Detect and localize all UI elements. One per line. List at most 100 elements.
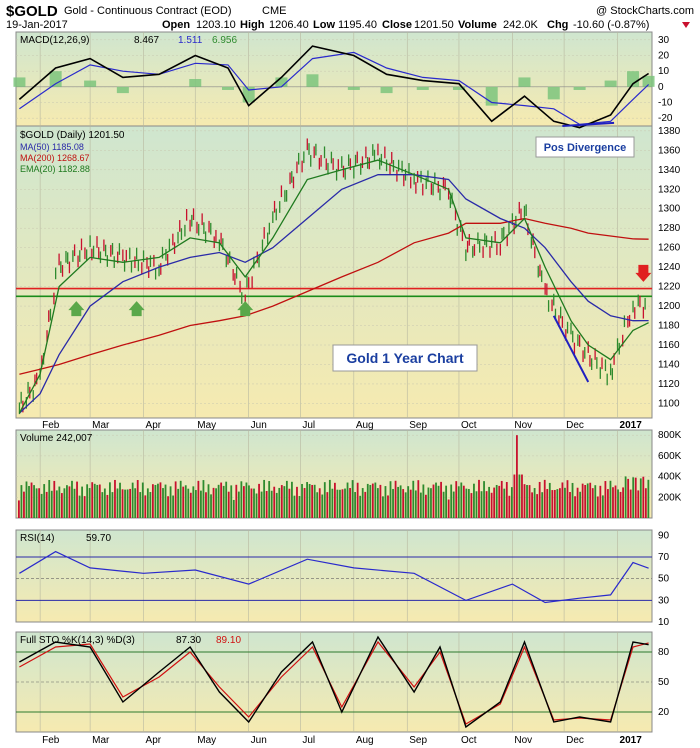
volume-bar — [111, 492, 114, 518]
volume-bar — [45, 491, 48, 518]
volume-bar — [316, 492, 319, 518]
volume-bar — [510, 487, 513, 518]
volume-bar — [200, 490, 202, 518]
symbol-title: $GOLD — [6, 3, 58, 20]
volume-bar — [589, 482, 592, 518]
volume-bar — [500, 480, 503, 518]
y-tick-label: 1340 — [658, 165, 681, 176]
volume-bar — [447, 499, 450, 518]
up-arrow-icon — [68, 301, 85, 317]
volume-bar — [634, 477, 637, 518]
x-tick-label: Mar — [92, 420, 110, 431]
volume-bar — [543, 479, 546, 518]
volume-bar — [427, 487, 430, 518]
volume-bar — [326, 492, 329, 518]
ema20-line — [18, 159, 649, 414]
volume-bar — [250, 488, 253, 518]
volume-bar — [521, 474, 523, 518]
y-tick-label: 200K — [658, 492, 682, 503]
volume-bar — [106, 494, 109, 518]
volume-bar — [192, 486, 195, 518]
volume-bar — [255, 493, 258, 518]
volume-bar — [442, 491, 445, 518]
volume-bar — [296, 486, 298, 518]
high-value: 1206.40 — [269, 19, 309, 31]
volume-bar — [285, 480, 288, 518]
volume-bar — [66, 485, 68, 518]
volume-bar — [237, 491, 240, 518]
volume-bar — [392, 488, 394, 518]
volume-bar — [197, 480, 200, 518]
volume-bar — [586, 483, 589, 518]
volume-bar — [60, 493, 63, 518]
volume-bar — [647, 479, 650, 518]
volume-bar — [349, 488, 351, 518]
y-tick-label: 400K — [658, 472, 682, 483]
volume-bar — [607, 489, 609, 518]
volume-bar — [417, 480, 420, 518]
volume-bar — [18, 500, 20, 518]
volume-bar — [48, 480, 51, 518]
x-tick-label: Jul — [302, 735, 315, 746]
volume-bar — [356, 482, 359, 518]
chart-header: $GOLD Gold - Continuous Contract (EOD) C… — [6, 3, 694, 31]
macd-histogram-bar — [642, 75, 655, 87]
volume-bar — [470, 493, 473, 518]
volume-bar — [227, 491, 230, 518]
volume-bar — [409, 489, 412, 518]
volume-bar — [321, 494, 324, 518]
symbol-name: Gold - Continuous Contract (EOD) — [64, 5, 232, 17]
y-tick-label: 1320 — [658, 184, 681, 195]
y-tick-label: 1280 — [658, 223, 681, 234]
volume-bar — [346, 482, 349, 518]
volume-bar — [76, 481, 78, 518]
volume-bar — [159, 482, 162, 518]
ma50-legend-label: MA(50) 1185.08 — [20, 142, 84, 152]
volume-bar — [73, 488, 76, 518]
volume-bar — [402, 489, 405, 518]
chart-title-box — [332, 344, 478, 372]
volume-bar — [260, 491, 263, 518]
volume-bar — [270, 490, 273, 518]
volume-bar — [336, 489, 339, 518]
sto-legend-label: Full STO %K(14,3) %D(3) — [20, 635, 135, 646]
volume-bar — [341, 489, 344, 518]
volume-bar — [235, 484, 238, 518]
volume-bar — [558, 488, 561, 518]
y-tick-label: 1200 — [658, 301, 681, 312]
volume-bar — [184, 485, 187, 518]
volume-bar — [278, 487, 281, 518]
volume-bar — [248, 485, 250, 518]
x-tick-label: Jun — [251, 420, 267, 431]
macd-histogram-bar — [627, 71, 640, 87]
volume-bar — [283, 486, 286, 518]
y-tick-label: 1220 — [658, 282, 681, 293]
chart-date: 19-Jan-2017 — [6, 19, 68, 31]
volume-bar — [83, 496, 86, 518]
volume-bar — [414, 490, 417, 518]
volume-bar — [303, 488, 306, 518]
x-tick-label: May — [197, 735, 216, 746]
volume-bar — [253, 488, 255, 518]
volume-bar — [265, 491, 268, 518]
x-tick-label: Jun — [251, 735, 267, 746]
open-value: 1203.10 — [196, 19, 236, 31]
volume-bar — [225, 481, 228, 518]
macd-panel — [15, 31, 653, 127]
volume-bar — [288, 488, 291, 518]
y-tick-label: 20 — [658, 51, 670, 62]
close-value: 1201.50 — [414, 19, 454, 31]
volume-bar — [258, 483, 260, 518]
volume-bar — [553, 489, 556, 518]
y-tick-label: 1360 — [658, 145, 681, 156]
volume-bar — [220, 482, 223, 518]
volume-bar — [187, 488, 190, 518]
volume-bar — [334, 482, 336, 518]
volume-bar — [437, 485, 440, 518]
volume-bar — [566, 480, 569, 518]
volume-bar — [40, 493, 43, 518]
volume-bar — [35, 488, 38, 518]
volume-bar — [194, 490, 197, 518]
volume-bar — [25, 481, 28, 518]
